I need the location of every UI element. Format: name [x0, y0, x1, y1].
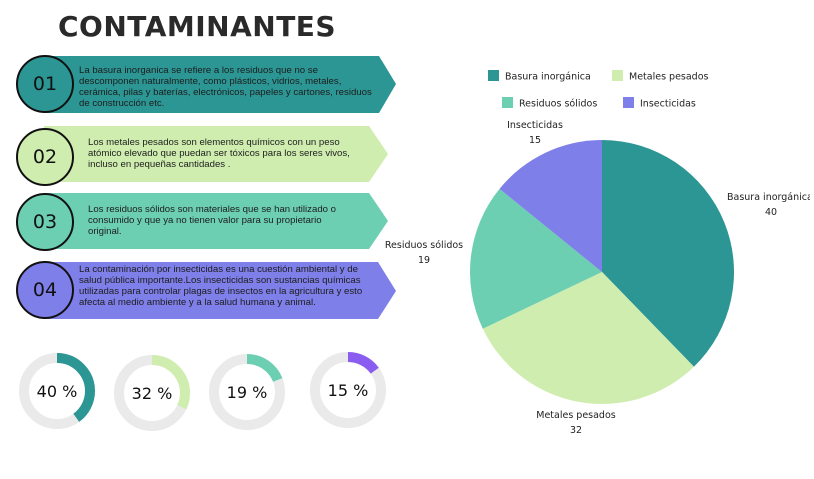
donut-label-4: 15 %: [327, 380, 369, 400]
pie-slice: [499, 140, 602, 272]
legend-swatch: [488, 70, 499, 81]
item-number-badge-02: 02: [16, 128, 74, 186]
band-shape-04: [44, 262, 396, 319]
item-band-03: Los residuos sólidos son materiales que …: [16, 193, 398, 253]
slice-category-label: Metales pesados: [536, 410, 616, 421]
page-title: CONTAMINANTES: [58, 10, 337, 43]
pie-slice: [470, 188, 602, 329]
item-band-01: La basura inorganica se refiere a los re…: [16, 55, 398, 115]
item-text-04: La contaminación por insecticidas es una…: [79, 264, 363, 308]
band-fill-04: [44, 262, 396, 319]
legend-label: Metales pesados: [629, 72, 709, 83]
pie-slice: [602, 140, 734, 367]
legend-swatch: [612, 70, 623, 81]
donut-gauge-1: 40 %: [16, 350, 98, 432]
slice-value-label: 32: [570, 425, 582, 436]
slice-value-label: 15: [529, 135, 541, 146]
band-shape-02: [44, 126, 388, 182]
donut-svg-3: [209, 354, 285, 430]
donut-fill: [209, 354, 285, 430]
item-number-04: 04: [32, 279, 58, 301]
pie-slice: [482, 272, 694, 405]
donut-fill: [114, 355, 190, 431]
slice-category-label: Basura inorgánica: [727, 192, 810, 203]
donut-svg-2: [114, 355, 190, 431]
item-number-01: 01: [32, 73, 58, 95]
item-text-03: Los residuos sólidos son materiales que …: [88, 204, 336, 237]
donut-label-1: 40 %: [36, 381, 78, 401]
item-text-02: Los metales pesados son elementos químic…: [88, 137, 350, 170]
donut-gauge-3: 19 %: [206, 351, 288, 433]
donut-gauge-2: 32 %: [111, 352, 193, 434]
donut-fill: [310, 352, 386, 428]
item-number-badge-01: 01: [16, 55, 74, 113]
band-fill-02: [44, 126, 388, 182]
pie-chart: Basura inorgánica Metales pesados Residuos…: [385, 70, 810, 436]
item-band-02: Los metales pesados son elementos químic…: [16, 126, 398, 188]
item-number-badge-04: 04: [16, 261, 74, 319]
legend-swatch: [623, 97, 634, 108]
donut-fill: [19, 353, 95, 429]
donut-label-3: 19 %: [226, 382, 268, 402]
item-band-04: La contaminación por insecticidas es una…: [16, 261, 398, 323]
slice-category-label: Insecticidas: [507, 120, 563, 131]
item-number-02: 02: [32, 146, 58, 168]
legend-label: Residuos sólidos: [519, 99, 597, 110]
donut-label-2: 32 %: [131, 383, 173, 403]
donut-gauge-4: 15 %: [307, 349, 389, 431]
slice-category-label: Residuos sólidos: [385, 240, 463, 251]
item-number-03: 03: [32, 211, 58, 233]
legend-label: Basura inorgánica: [505, 72, 591, 83]
band-fill-01: [44, 56, 396, 113]
item-text-01: La basura inorganica se refiere a los re…: [79, 65, 372, 109]
legend-swatch: [502, 97, 513, 108]
item-number-badge-03: 03: [16, 193, 74, 251]
band-shape-01: [44, 56, 396, 113]
slice-value-label: 40: [765, 207, 777, 218]
legend-label: Insecticidas: [640, 99, 696, 110]
donut-svg-4: [310, 352, 386, 428]
slice-value-label: 19: [418, 255, 430, 266]
band-shape-03: [44, 193, 388, 249]
donut-svg-1: [19, 353, 95, 429]
band-fill-03: [44, 193, 388, 249]
